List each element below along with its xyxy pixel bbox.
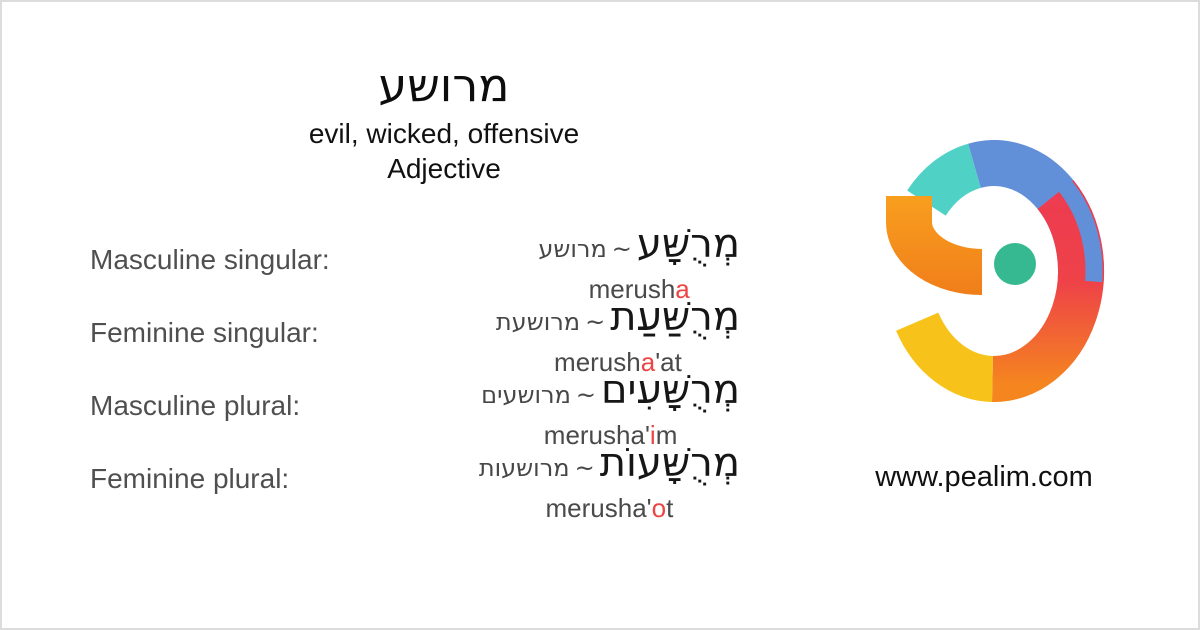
form-label: Masculine singular: (90, 244, 330, 275)
translit-pre: merush (554, 347, 641, 377)
form-label: Feminine plural: (90, 463, 290, 494)
unvocalized-hebrew: מרושעים (481, 381, 571, 409)
hebrew-forms: מְרֻשַּׁעַת~מרושעת (496, 295, 740, 348)
transliteration: merusha (538, 274, 740, 304)
stressed-letter: i (649, 420, 656, 450)
vocalized-hebrew: מְרֻשָּׁעִים (600, 367, 740, 413)
tilde-separator: ~ (585, 308, 606, 336)
tilde-separator: ~ (575, 381, 596, 409)
logo-arc-red (992, 180, 1105, 402)
logo-inner-hook (886, 196, 983, 295)
headword-hebrew: מרושע (378, 58, 510, 112)
headword-translation: evil, wicked, offensive (308, 118, 580, 150)
form-label: Masculine plural: (90, 390, 301, 421)
logo-green-dot (994, 243, 1036, 285)
part-of-speech: Adjective (387, 153, 501, 185)
form-label: Feminine singular: (90, 317, 319, 348)
title-block: מרושע evil, wicked, offensive Adjective (2, 58, 886, 186)
stressed-letter: a (640, 347, 656, 377)
unvocalized-hebrew: מרושעות (478, 454, 570, 482)
hebrew-forms: מְרֻשָּׁעוֹת~מרושעות (479, 441, 740, 494)
translit-pre: merusha' (543, 420, 650, 450)
conjugation-table: Masculine singular: מְרֻשָּׁע~מרושע meru… (90, 222, 740, 522)
translit-post: m (655, 420, 678, 450)
row-feminine-singular: Feminine singular: מְרֻשַּׁעַת~מרושעת me… (90, 295, 740, 376)
logo-arc-yellow (896, 312, 995, 402)
stressed-letter: o (651, 493, 667, 523)
logo-arc-teal (907, 143, 982, 217)
row-masculine-singular: Masculine singular: מְרֻשָּׁע~מרושע meru… (90, 222, 740, 303)
transliteration: merusha'at (496, 347, 740, 377)
vocalized-hebrew: מְרֻשָּׁעוֹת (599, 440, 740, 486)
hebrew-forms: מְרֻשָּׁעִים~מרושעים (481, 368, 740, 421)
hebrew-forms: מְרֻשָּׁע~מרושע (538, 222, 740, 275)
unvocalized-hebrew: מרושע (538, 235, 607, 263)
stressed-letter: a (675, 274, 690, 304)
site-url: www.pealim.com (875, 461, 1093, 493)
row-masculine-plural: Masculine plural: מְרֻשָּׁעִים~מרושעים m… (90, 368, 740, 449)
translit-pre: merush (588, 274, 676, 304)
unvocalized-hebrew: מרושעת (495, 308, 581, 336)
translit-pre: merusha' (545, 493, 652, 523)
pealim-logo (886, 140, 1105, 402)
vocalized-hebrew: מְרֻשַּׁעַת (610, 294, 740, 340)
translit-post: t (666, 493, 674, 523)
logo-arc-blue-outer (1058, 179, 1103, 283)
translit-post: 'at (655, 347, 682, 377)
transliteration: merusha'ot (479, 493, 740, 523)
transliteration: merusha'im (481, 420, 740, 450)
vocalized-hebrew: מְרֻשָּׁע (636, 221, 740, 267)
tilde-separator: ~ (611, 235, 632, 263)
tilde-separator: ~ (574, 454, 595, 482)
row-feminine-plural: Feminine plural: מְרֻשָּׁעוֹת~מרושעות me… (90, 441, 740, 522)
